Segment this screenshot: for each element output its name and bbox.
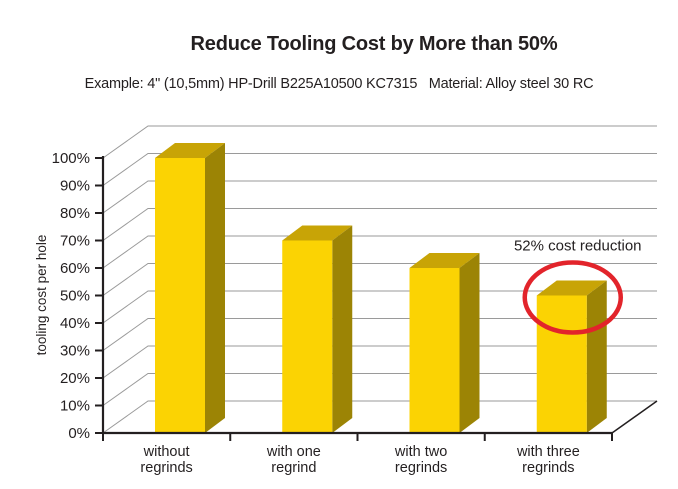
y-tick-label: 20% [60, 370, 90, 387]
bar-front [536, 295, 587, 433]
gridline [102, 180, 657, 214]
gridline [102, 263, 657, 296]
gridline [102, 373, 657, 406]
y-axis-title: tooling cost per hole [34, 235, 49, 356]
bar-front [409, 268, 460, 433]
gridline [102, 153, 657, 186]
y-tick-label: 70% [60, 233, 90, 250]
y-tick-label: 30% [60, 343, 90, 360]
chart-subtitle: Example: 4" (10,5mm) HP-Drill B225A10500… [84, 76, 594, 92]
bar-side [586, 280, 607, 433]
x-category-label: without regrinds [140, 444, 192, 476]
bar-top [536, 280, 607, 296]
x-category-label: with two regrinds [394, 444, 447, 476]
y-tick-label: 50% [60, 288, 90, 305]
y-tick-label: 0% [68, 425, 90, 442]
highlight-ellipse [522, 260, 623, 335]
gridline [102, 318, 657, 351]
gridline [102, 290, 657, 324]
y-tick-label: 40% [60, 315, 90, 332]
gridline [102, 208, 657, 241]
bar-front [155, 158, 205, 433]
x-category-label: with one regrind [266, 444, 321, 476]
gridline [102, 125, 657, 159]
floor-edge [611, 400, 658, 434]
bar-top [155, 143, 225, 158]
bar-top [282, 225, 353, 241]
y-tick-label: 90% [60, 178, 90, 195]
y-tick-label: 60% [60, 260, 90, 277]
bar-side [332, 225, 353, 433]
bar-top [409, 253, 480, 268]
gridline [102, 400, 657, 434]
y-tick-label: 100% [52, 150, 90, 167]
annotation-label: 52% cost reduction [514, 238, 642, 255]
bar-side [459, 253, 480, 433]
y-tick-label: 80% [60, 205, 90, 222]
gridline [102, 235, 657, 269]
gridline [102, 345, 657, 379]
x-category-label: with three regrinds [516, 444, 580, 476]
y-tick-label: 10% [60, 398, 90, 415]
bar-front [282, 240, 333, 433]
bar-side [205, 143, 225, 433]
chart-title: Reduce Tooling Cost by More than 50% [190, 33, 558, 55]
